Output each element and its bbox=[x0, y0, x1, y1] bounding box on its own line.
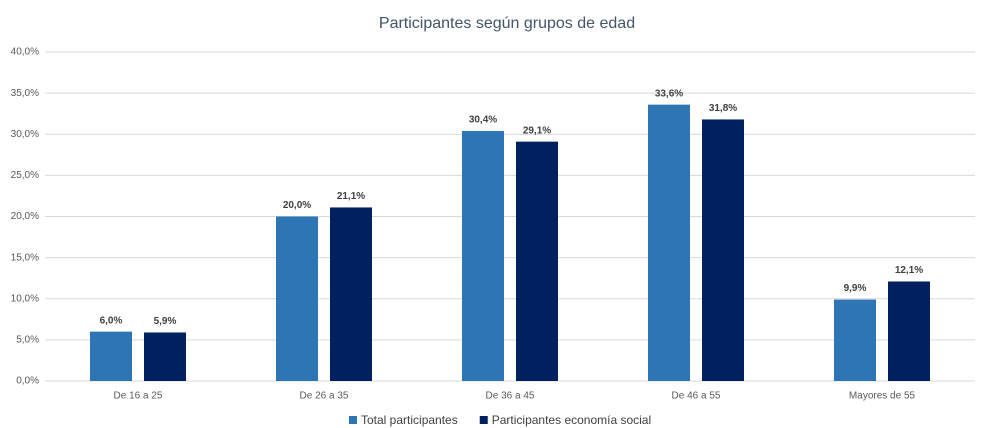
y-tick-label: 20,0% bbox=[11, 211, 39, 222]
y-tick-label: 25,0% bbox=[11, 170, 39, 181]
value-label: 33,6% bbox=[655, 88, 683, 99]
value-label: 29,1% bbox=[523, 125, 551, 136]
bar bbox=[90, 331, 132, 381]
value-label: 30,4% bbox=[469, 115, 497, 126]
y-tick-label: 35,0% bbox=[11, 88, 39, 99]
legend-swatch bbox=[349, 416, 357, 424]
value-label: 9,9% bbox=[844, 283, 867, 294]
legend-swatch bbox=[479, 416, 488, 424]
bar bbox=[276, 216, 318, 381]
y-tick-label: 40,0% bbox=[11, 47, 39, 58]
x-tick-label: De 36 a 45 bbox=[486, 391, 535, 402]
bar bbox=[462, 130, 504, 381]
x-tick-label: De 16 a 25 bbox=[114, 391, 163, 402]
value-label: 5,9% bbox=[154, 316, 177, 327]
value-label: 20,0% bbox=[283, 200, 311, 211]
bar bbox=[516, 141, 558, 381]
value-label: 12,1% bbox=[895, 265, 923, 276]
y-tick-label: 5,0% bbox=[16, 335, 39, 346]
chart-title: Participantes según grupos de edad bbox=[379, 15, 635, 32]
x-tick-label: De 46 a 55 bbox=[672, 391, 721, 402]
bar bbox=[144, 332, 186, 381]
bar bbox=[888, 281, 930, 381]
bar bbox=[702, 119, 744, 381]
bar bbox=[330, 207, 372, 381]
y-tick-label: 0,0% bbox=[16, 376, 39, 387]
value-label: 6,0% bbox=[100, 315, 123, 326]
y-tick-label: 30,0% bbox=[11, 129, 39, 140]
x-tick-label: De 26 a 35 bbox=[300, 391, 349, 402]
bar bbox=[834, 299, 876, 381]
value-label: 31,8% bbox=[709, 103, 737, 114]
legend-label: Total participantes bbox=[361, 413, 458, 427]
bar bbox=[648, 104, 690, 381]
value-label: 21,1% bbox=[337, 191, 365, 202]
y-tick-label: 10,0% bbox=[11, 293, 39, 304]
legend-label: Participantes economía social bbox=[492, 413, 651, 427]
y-tick-label: 15,0% bbox=[11, 252, 39, 263]
x-tick-label: Mayores de 55 bbox=[849, 391, 916, 402]
